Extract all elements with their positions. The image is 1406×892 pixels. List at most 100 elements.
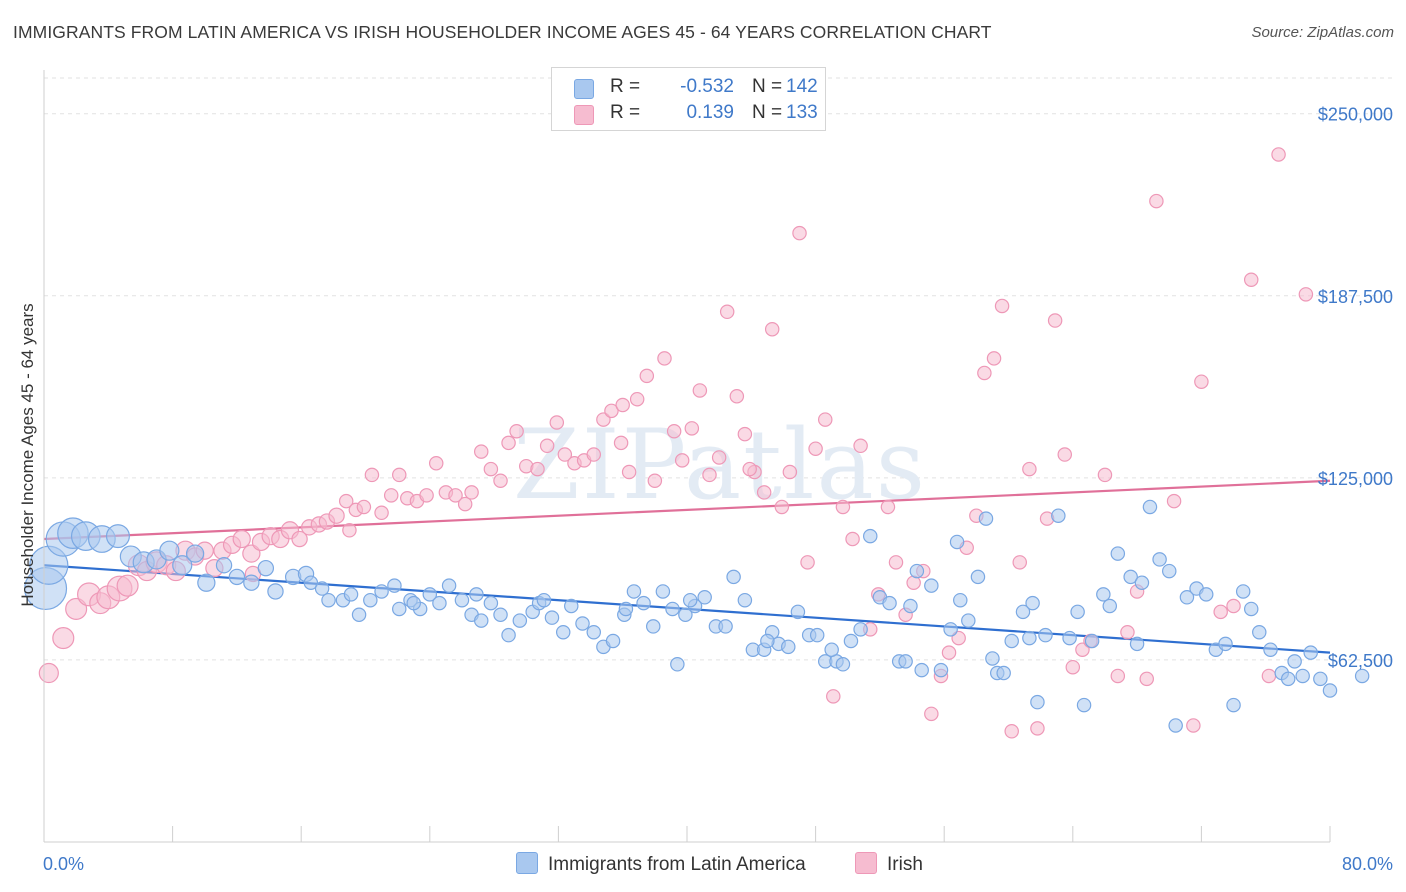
irish-point — [52, 627, 75, 650]
irish-point — [692, 383, 708, 398]
irish-point — [1166, 493, 1182, 509]
latin-america-point — [909, 563, 925, 579]
irish-point — [1110, 668, 1126, 684]
n-value: 133 — [786, 102, 818, 123]
irish-point — [1243, 272, 1259, 288]
irish-point — [38, 662, 59, 684]
latin-america-point — [1179, 590, 1195, 605]
irish-point — [1047, 313, 1063, 328]
irish-point — [428, 456, 444, 471]
latin-america-point — [215, 557, 233, 574]
irish-point — [1226, 598, 1241, 614]
n-label: N = — [752, 102, 783, 123]
legend-item-latin-america: Immigrants from Latin America — [516, 852, 806, 876]
y-tick-label: $250,000 — [1318, 105, 1393, 125]
latin-america-point — [586, 624, 602, 640]
blue-swatch — [516, 852, 538, 874]
latin-america-point — [1129, 636, 1145, 652]
irish-point — [808, 441, 823, 456]
latin-america-point — [575, 616, 590, 631]
latin-america-point — [257, 559, 275, 577]
latin-america-point — [267, 583, 284, 600]
latin-america-point — [645, 619, 661, 634]
latin-america-point — [1287, 654, 1302, 669]
latin-america-point — [1322, 683, 1338, 698]
irish-point — [116, 574, 139, 597]
irish-point — [549, 415, 565, 430]
latin-america-point — [678, 607, 693, 623]
latin-america-point — [303, 575, 319, 590]
latin-america-point — [387, 578, 402, 593]
irish-point — [1261, 668, 1277, 684]
latin-america-point — [1004, 633, 1019, 649]
irish-point — [924, 706, 939, 722]
irish-point — [493, 473, 508, 489]
x-tick-labels: 0.0% 80.0% — [43, 854, 1393, 874]
latin-america-point — [1123, 569, 1138, 585]
latin-america-point — [374, 584, 389, 599]
latin-america-point — [863, 528, 878, 544]
irish-point — [232, 529, 251, 549]
latin-america-point — [1062, 630, 1077, 646]
latin-america-point — [914, 662, 929, 678]
irish-point — [464, 485, 479, 500]
latin-america-point — [1218, 636, 1233, 652]
irish-point — [756, 485, 772, 500]
irish-point — [448, 488, 463, 503]
irish-point — [1120, 624, 1135, 640]
r-label: R = — [610, 76, 641, 97]
latin-america-point — [493, 607, 508, 623]
latin-america-point — [1303, 645, 1318, 660]
irish-point — [657, 351, 672, 366]
irish-point — [557, 447, 573, 462]
latin-america-point — [1280, 671, 1296, 687]
irish-point — [674, 453, 690, 468]
irish-point — [702, 467, 717, 483]
latin-america-points — [24, 499, 1370, 733]
source-credit: Source: ZipAtlas.com — [1251, 24, 1394, 41]
latin-america-point — [978, 511, 994, 526]
irish-point — [1065, 659, 1081, 675]
latin-america-point — [655, 584, 671, 599]
latin-america-point — [406, 595, 421, 611]
latin-america-point — [961, 613, 976, 628]
latin-america-point — [924, 578, 939, 593]
irish-point — [586, 447, 602, 462]
y-tick-labels: $62,500 $125,000 $187,500 $250,000 — [1318, 105, 1393, 671]
latin-america-point — [1096, 587, 1111, 602]
irish-point — [764, 322, 780, 337]
irish-point — [457, 496, 473, 512]
irish-point — [880, 499, 896, 515]
latin-america-point — [903, 598, 918, 614]
latin-america-point — [432, 595, 447, 611]
irish-point — [383, 488, 399, 503]
latin-america-point — [555, 624, 571, 640]
latin-america-point — [1030, 694, 1045, 710]
latin-america-point — [737, 592, 753, 608]
latin-america-point — [824, 642, 839, 657]
latin-america-point — [953, 592, 968, 608]
irish-point — [1186, 718, 1201, 733]
latin-america-point — [682, 592, 698, 608]
irish-point — [711, 450, 727, 465]
latin-america-point — [172, 555, 193, 576]
irish-point — [473, 444, 489, 459]
latin-america-point — [809, 627, 825, 643]
irish-point — [356, 499, 372, 515]
latin-america-point — [1226, 697, 1241, 713]
irish-point — [729, 389, 745, 404]
latin-america-point — [665, 601, 680, 617]
latin-america-point — [1252, 624, 1267, 640]
n-label: N = — [752, 76, 783, 97]
latin-america-point — [1022, 630, 1037, 646]
irish-point — [342, 523, 357, 538]
latin-america-point — [943, 622, 958, 637]
latin-america-point — [843, 633, 859, 649]
irish-point — [530, 461, 545, 477]
irish-point — [639, 368, 655, 384]
latin-america-point — [1134, 575, 1150, 590]
irish-point — [1271, 147, 1286, 162]
latin-america-point — [441, 578, 457, 593]
latin-america-point — [1084, 633, 1100, 649]
